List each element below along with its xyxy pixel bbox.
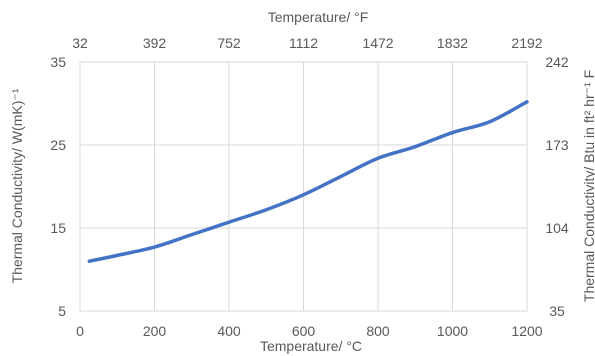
y-tick-label: 5 [58, 303, 66, 319]
x-tick-label: 1000 [437, 323, 468, 339]
x-axis-title: Temperature/ °C [260, 338, 362, 354]
right-axis-ticks: 35 104 173 242 [545, 54, 569, 319]
x-tick-label: 400 [217, 323, 241, 339]
top-tick-label: 1832 [437, 35, 468, 51]
plot-frame [79, 61, 528, 312]
top-tick-label: 752 [217, 35, 241, 51]
x-tick-label: 1200 [511, 323, 542, 339]
y-axis-ticks: 5 15 25 35 [50, 54, 66, 319]
series-line [87, 100, 529, 263]
y-tick-label: 25 [50, 137, 66, 153]
x-tick-label: 0 [76, 323, 84, 339]
top-tick-label: 1112 [289, 35, 318, 51]
x-tick-label: 600 [292, 323, 316, 339]
y-axis-title: Thermal Conductivity/ W(mK)⁻¹ [9, 88, 25, 283]
right-tick-label: 104 [545, 220, 569, 236]
right-tick-label: 242 [545, 54, 569, 70]
right-tick-label: 35 [549, 303, 565, 319]
top-axis-title: Temperature/ °F [268, 9, 369, 25]
x-tick-label: 200 [143, 323, 167, 339]
y-tick-label: 35 [50, 54, 66, 70]
top-tick-label: 1472 [362, 35, 393, 51]
series-layer [87, 100, 529, 263]
top-axis-ticks: 32 392 752 1112 1472 1832 2192 [72, 35, 543, 51]
top-tick-label: 2192 [511, 35, 542, 51]
x-axis-ticks: 0 200 400 600 800 1000 1200 [76, 323, 543, 339]
y-tick-label: 15 [50, 220, 66, 236]
right-axis-title: Thermal Conductivity/ Btu in ft² hr⁻¹ F [581, 70, 595, 302]
right-tick-label: 173 [545, 137, 569, 153]
top-tick-label: 392 [143, 35, 167, 51]
x-tick-label: 800 [366, 323, 390, 339]
top-tick-label: 32 [72, 35, 88, 51]
